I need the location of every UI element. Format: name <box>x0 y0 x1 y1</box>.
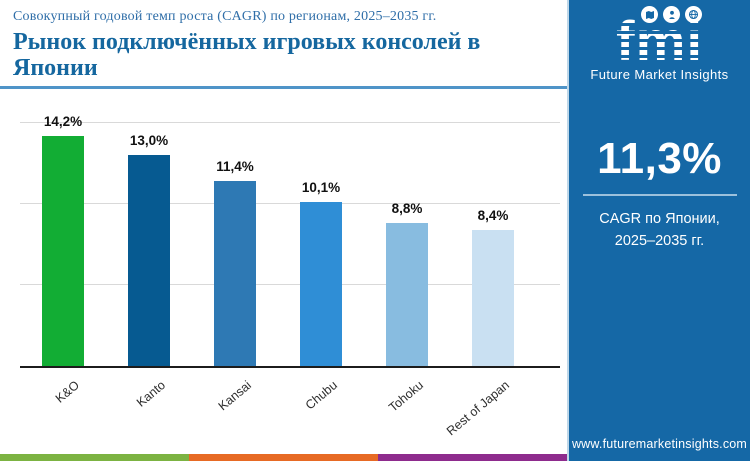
cagr-stat-caption: CAGR по Японии, 2025–2035 гг. <box>599 210 720 250</box>
brand-wordmark: fmi <box>569 13 750 69</box>
website-link[interactable]: www.futuremarketinsights.com <box>571 437 748 451</box>
bar[interactable] <box>386 223 428 366</box>
x-tick-label: Rest of Japan <box>443 378 512 439</box>
gridline <box>20 284 560 285</box>
bar-value-label: 14,2% <box>43 113 83 129</box>
logo-icon-row <box>641 6 750 24</box>
stat-divider <box>582 193 737 196</box>
gridline <box>20 122 560 123</box>
bar-chart: 14,2% K&O 13,0% Kanto 11,4% Kansai 10,1% Chubu 8… <box>20 114 560 438</box>
bar-value-label: 11,4% <box>216 159 254 175</box>
x-tick-label: Tohoku <box>386 378 426 415</box>
bar[interactable] <box>128 155 170 366</box>
bar-value-label: 8,4% <box>477 207 509 223</box>
map-icon <box>641 6 658 23</box>
globe-icon <box>685 6 702 23</box>
brand-sidebar: fmi Future Market Insights 11,3% CAGR по… <box>567 0 750 461</box>
bar[interactable] <box>42 135 84 366</box>
x-tick-label: Chubu <box>302 378 340 413</box>
bar-value-label: 10,1% <box>301 180 341 196</box>
chart-subtitle: Совокупный годовой темп роста (CAGR) по … <box>13 9 437 24</box>
fmi-logo: fmi Future Market Insights <box>569 6 750 82</box>
bar-value-label: 13,0% <box>129 133 169 149</box>
page-title: Рынок подключённых игровых консолей в Яп… <box>13 29 481 82</box>
x-tick-label: K&O <box>52 378 82 406</box>
person-icon <box>663 6 680 23</box>
footer-stripe <box>0 454 567 461</box>
bar[interactable] <box>472 229 514 366</box>
stripe-segment <box>189 454 378 461</box>
bar[interactable] <box>300 202 342 366</box>
stripe-segment <box>378 454 567 461</box>
stripe-segment <box>0 454 189 461</box>
brand-caption: Future Market Insights <box>590 66 729 82</box>
x-tick-label: Kanto <box>133 378 168 410</box>
header: Совокупный годовой темп роста (CAGR) по … <box>0 0 567 89</box>
bar[interactable] <box>214 181 256 366</box>
gridline <box>20 203 560 204</box>
cagr-stat-value: 11,3% <box>597 133 722 183</box>
bar-value-label: 8,8% <box>391 201 423 217</box>
x-tick-label: Kansai <box>215 378 254 414</box>
